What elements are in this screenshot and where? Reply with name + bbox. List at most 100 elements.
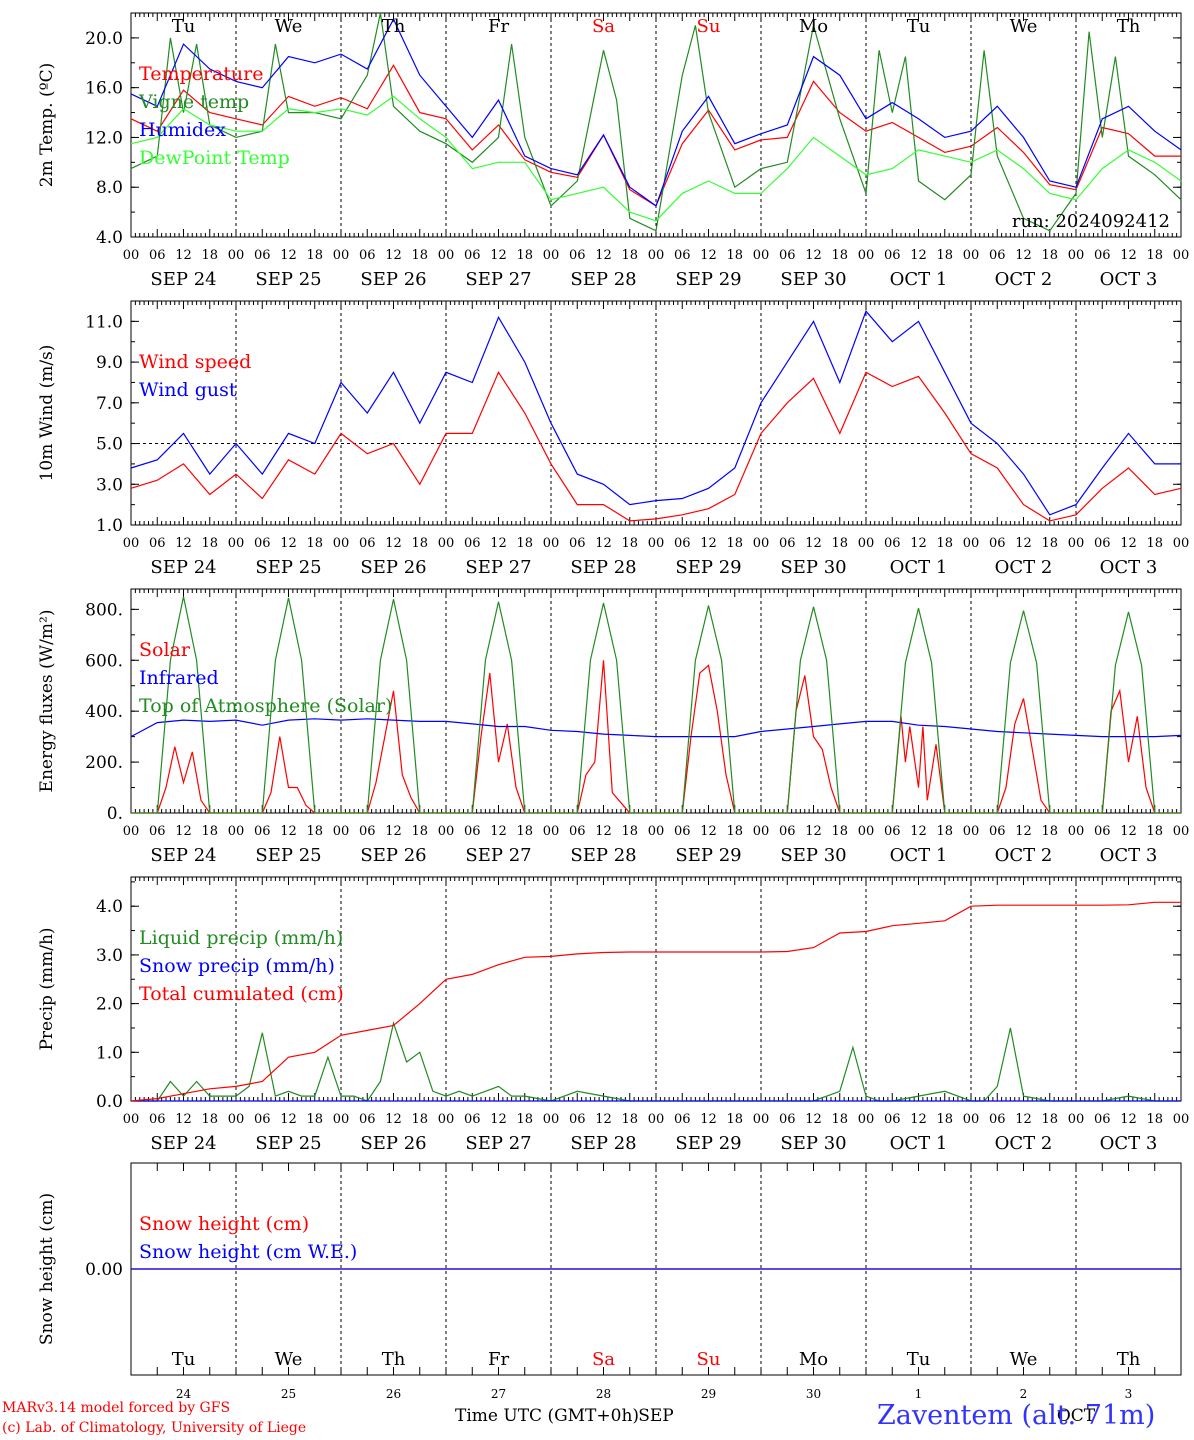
y-axis-label: 2m Temp. (ºC) <box>37 63 57 188</box>
hour-tick-label: 18 <box>306 824 323 839</box>
hour-tick-label: 12 <box>490 536 507 551</box>
hour-tick-label: 12 <box>805 248 822 263</box>
hour-tick-label: 00 <box>228 824 245 839</box>
hour-tick-label: 12 <box>1120 1112 1137 1127</box>
date-label: SEP 24 <box>150 269 216 290</box>
hour-tick-label: 12 <box>595 536 612 551</box>
hour-tick-label: 12 <box>280 1112 297 1127</box>
hour-tick-label: 18 <box>1041 248 1058 263</box>
y-tick-label: 8.0 <box>96 178 123 198</box>
day-number-label: 1 <box>915 1387 923 1401</box>
hour-tick-label: 18 <box>1041 536 1058 551</box>
y-axis-label: 10m Wind (m/s) <box>37 345 57 482</box>
hour-tick-label: 00 <box>543 536 560 551</box>
hour-tick-label: 18 <box>936 824 953 839</box>
hour-tick-label: 18 <box>201 536 218 551</box>
hour-tick-label: 06 <box>989 536 1006 551</box>
weekday-label: We <box>1010 16 1038 37</box>
y-tick-label: 600. <box>85 651 123 671</box>
hour-tick-label: 12 <box>700 1112 717 1127</box>
day-number-label: 25 <box>281 1387 296 1401</box>
hour-tick-label: 06 <box>779 248 796 263</box>
hour-tick-label: 18 <box>306 248 323 263</box>
hour-tick-label: 18 <box>516 248 533 263</box>
hour-tick-label: 00 <box>1068 1112 1085 1127</box>
hour-tick-label: 06 <box>359 536 376 551</box>
hour-tick-label: 00 <box>963 1112 980 1127</box>
hour-tick-label: 00 <box>1173 536 1190 551</box>
hour-tick-label: 06 <box>884 824 901 839</box>
y-tick-label: 4.0 <box>96 897 123 917</box>
series-line-wind-gust <box>130 310 1181 516</box>
hour-tick-label: 00 <box>123 824 140 839</box>
run-annotation: run: 2024092412 <box>1012 211 1170 232</box>
hour-tick-label: 18 <box>516 824 533 839</box>
hour-tick-label: 12 <box>805 1112 822 1127</box>
hour-tick-label: 12 <box>385 536 402 551</box>
hour-tick-label: 00 <box>543 824 560 839</box>
hour-tick-label: 00 <box>1068 824 1085 839</box>
y-tick-label: 7.0 <box>96 394 123 414</box>
month-label: SEP <box>638 1406 674 1426</box>
hour-tick-label: 06 <box>464 824 481 839</box>
weekday-label: Tu <box>907 1349 931 1370</box>
hour-tick-label: 00 <box>228 536 245 551</box>
weekday-label: Sa <box>592 1349 615 1370</box>
hour-tick-label: 06 <box>1094 1112 1111 1127</box>
hour-tick-label: 06 <box>149 1112 166 1127</box>
date-label: SEP 24 <box>150 1133 216 1154</box>
hour-tick-label: 18 <box>726 1112 743 1127</box>
y-tick-label: 5.0 <box>96 435 123 455</box>
hour-tick-label: 06 <box>254 1112 271 1127</box>
hour-tick-label: 12 <box>1015 536 1032 551</box>
hour-tick-label: 00 <box>438 1112 455 1127</box>
hour-tick-label: 18 <box>516 536 533 551</box>
date-label: SEP 26 <box>360 1133 426 1154</box>
hour-tick-label: 18 <box>201 824 218 839</box>
hour-tick-label: 12 <box>490 824 507 839</box>
legend-entry: Liquid precip (mm/h) <box>139 927 343 949</box>
hour-tick-label: 12 <box>1120 824 1137 839</box>
date-label: SEP 28 <box>570 845 636 866</box>
hour-tick-label: 18 <box>1041 824 1058 839</box>
panel-frame-1 <box>130 300 1182 526</box>
hour-tick-label: 12 <box>1015 248 1032 263</box>
hour-tick-label: 12 <box>805 824 822 839</box>
hour-tick-label: 06 <box>359 248 376 263</box>
hour-tick-label: 00 <box>1068 536 1085 551</box>
hour-tick-label: 18 <box>621 248 638 263</box>
date-label: SEP 27 <box>465 557 531 578</box>
y-tick-label: 2.0 <box>96 995 123 1015</box>
hour-tick-label: 06 <box>254 248 271 263</box>
hour-tick-label: 12 <box>175 536 192 551</box>
date-label: OCT 2 <box>995 845 1053 866</box>
hour-tick-label: 00 <box>753 536 770 551</box>
hour-tick-label: 18 <box>411 824 428 839</box>
day-number-label: 28 <box>596 1387 611 1401</box>
hour-tick-label: 12 <box>175 1112 192 1127</box>
hour-tick-label: 00 <box>438 248 455 263</box>
hour-tick-label: 00 <box>858 1112 875 1127</box>
hour-tick-label: 12 <box>910 536 927 551</box>
hour-tick-label: 12 <box>490 248 507 263</box>
hour-tick-label: 18 <box>621 536 638 551</box>
hour-tick-label: 00 <box>438 824 455 839</box>
hour-tick-label: 18 <box>516 1112 533 1127</box>
hour-tick-label: 00 <box>1173 824 1190 839</box>
date-label: SEP 24 <box>150 845 216 866</box>
hour-tick-label: 06 <box>779 1112 796 1127</box>
y-tick-label: 1.0 <box>96 516 123 536</box>
hour-tick-label: 06 <box>779 536 796 551</box>
legend-entry: Top of Atmosphere (Solar) <box>139 695 392 717</box>
hour-tick-label: 06 <box>884 536 901 551</box>
hour-tick-label: 18 <box>1146 1112 1163 1127</box>
hour-tick-label: 18 <box>306 1112 323 1127</box>
hour-tick-label: 00 <box>333 1112 350 1127</box>
hour-tick-label: 18 <box>621 1112 638 1127</box>
y-tick-label: 0.00 <box>85 1260 123 1280</box>
hour-tick-label: 18 <box>831 1112 848 1127</box>
legend-entry: Snow height (cm W.E.) <box>139 1241 357 1263</box>
y-axis-label: Precip (mm/h) <box>37 927 57 1050</box>
y-tick-label: 1.0 <box>96 1043 123 1063</box>
date-label: SEP 25 <box>255 269 321 290</box>
